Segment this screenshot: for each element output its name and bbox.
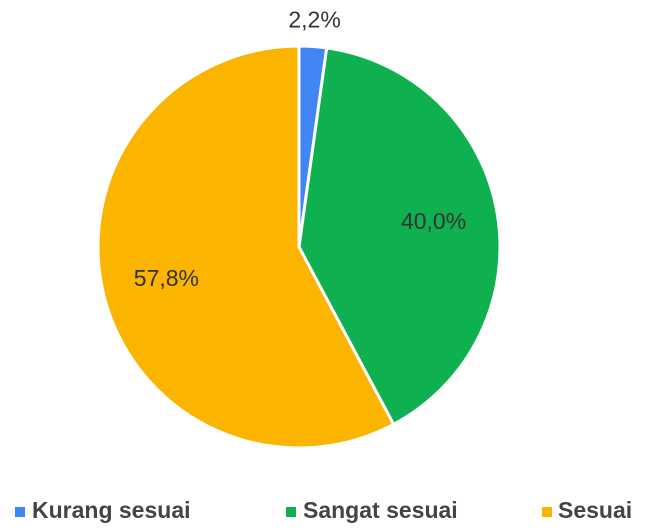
slice-label: 40,0% — [401, 208, 466, 234]
legend-swatch — [286, 507, 296, 517]
pie-slice — [96, 44, 396, 450]
legend-label: Sangat sesuai — [303, 497, 458, 523]
pie-slice — [297, 46, 502, 427]
legend-swatch — [542, 507, 552, 517]
legend-swatch — [15, 507, 25, 517]
slice-label: 2,2% — [288, 7, 340, 33]
legend-label: Sesuai — [558, 497, 632, 523]
slice-label: 57,8% — [134, 265, 199, 291]
legend-label: Kurang sesuai — [32, 497, 191, 523]
